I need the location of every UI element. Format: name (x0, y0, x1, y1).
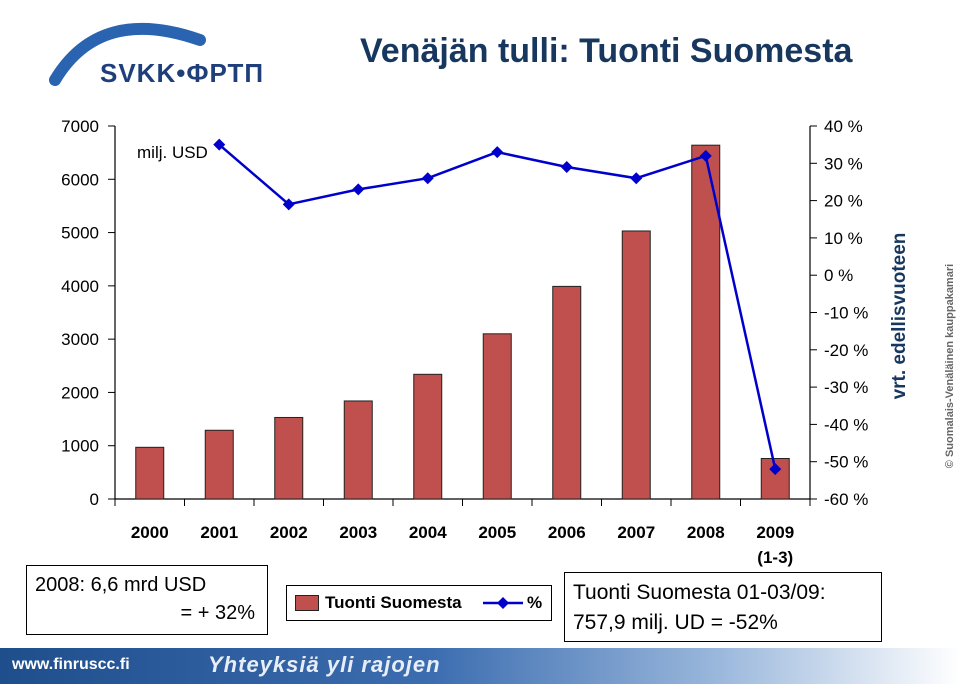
annotation-2008: 2008: 6,6 mrd USD = + 32% (26, 565, 268, 635)
page-title: Venäjän tulli: Tuonti Suomesta (360, 32, 853, 70)
left-axis-tick-label: 5000 (61, 224, 99, 243)
left-axis-tick-label: 1000 (61, 437, 99, 456)
line-point (560, 161, 573, 174)
line-point (421, 172, 434, 185)
right-axis-tick-label: 30 % (824, 154, 863, 173)
line-point (630, 172, 643, 185)
bar (552, 285, 582, 500)
right-axis-title: vrt. edellisvuoteen (889, 232, 910, 400)
right-axis-tick-label: -20 % (824, 341, 868, 360)
left-axis-tick-label: 7000 (61, 117, 99, 136)
right-axis-tick-label: -50 % (824, 453, 868, 472)
right-axis-tick-label: -40 % (824, 415, 868, 434)
bar (413, 373, 443, 500)
right-axis-tick-label: 0 % (824, 266, 853, 285)
bar (482, 333, 512, 500)
bar (343, 400, 373, 500)
legend-line-swatch (483, 597, 523, 609)
right-axis-tick-label: -30 % (824, 378, 868, 397)
x-axis-tick-label: 2008 (687, 523, 725, 542)
logo-text: SVKK•ФРТП (100, 58, 265, 88)
footer-slogan: Yhteyksiä yli rajojen (208, 652, 441, 677)
x-axis-tick-label: 2004 (409, 523, 447, 542)
stats-line-1: Tuonti Suomesta 01-03/09: (573, 581, 826, 604)
line-point (282, 198, 295, 211)
bar (691, 144, 721, 500)
bar (274, 416, 304, 500)
line-point (491, 146, 504, 159)
bar (135, 446, 165, 500)
bar (621, 230, 651, 500)
footer-url[interactable]: www.finruscc.fi (12, 656, 130, 673)
left-axis-tick-label: 3000 (61, 330, 99, 349)
x-axis-tick-label: 2001 (200, 523, 238, 542)
line-point (213, 138, 226, 151)
line-point (352, 183, 365, 196)
x-axis-tick-label: 2006 (548, 523, 586, 542)
logo-swoosh (49, 22, 206, 86)
legend-bar-label: Tuonti Suomesta (325, 593, 462, 612)
x-axis-tick-label: 2002 (270, 523, 308, 542)
line-point (769, 463, 782, 476)
x-axis-tick-label: 2003 (339, 523, 377, 542)
left-axis-tick-label: 2000 (61, 383, 99, 402)
stats-annotation: Tuonti Suomesta 01-03/09: 757,9 milj. UD… (564, 572, 882, 642)
copyright-text: © Suomalais-Venäläinen kauppakamari (944, 263, 956, 469)
left-axis-tick-label: 6000 (61, 170, 99, 189)
legend-bar-swatch (295, 595, 319, 611)
x-axis-tick-label: 2009 (756, 523, 794, 542)
legend-line-label: % (527, 593, 543, 612)
right-axis-tick-label: -60 % (824, 490, 868, 509)
stats-line-2: 757,9 milj. UD = -52% (573, 611, 778, 634)
x-axis-tick-label: 2007 (617, 523, 655, 542)
x-axis-tick-label: 2000 (131, 523, 169, 542)
left-axis-title: milj. USD (137, 143, 208, 162)
left-axis-tick-label: 0 (90, 490, 99, 509)
x-axis-tick-label: 2005 (478, 523, 516, 542)
x-axis-tick-sublabel: (1-3) (757, 548, 793, 567)
right-axis-tick-label: -10 % (824, 304, 868, 323)
annotation-line-2: = + 32% (180, 602, 255, 624)
logo (30, 10, 230, 90)
annotation-line-1: 2008: 6,6 mrd USD (35, 574, 207, 596)
right-axis-tick-label: 40 % (824, 117, 863, 136)
footer-bar: www.finruscc.fi Yhteyksiä yli rajojen (0, 648, 960, 684)
right-axis-tick-label: 10 % (824, 229, 863, 248)
right-axis-tick-label: 20 % (824, 192, 863, 211)
legend: Tuonti Suomesta % (286, 585, 552, 621)
bar (204, 429, 234, 500)
line-point (699, 149, 712, 162)
left-axis-tick-label: 4000 (61, 277, 99, 296)
